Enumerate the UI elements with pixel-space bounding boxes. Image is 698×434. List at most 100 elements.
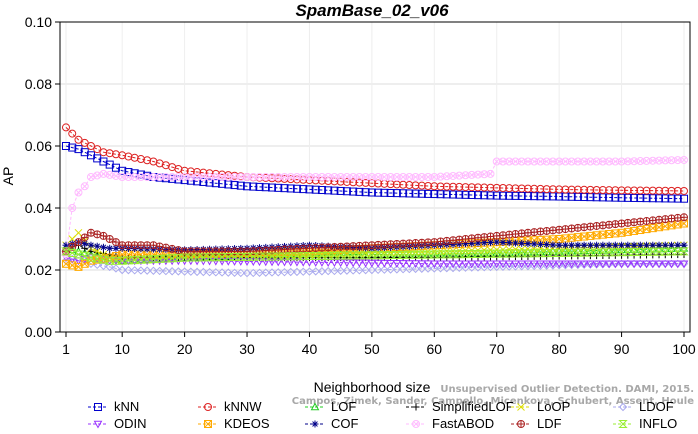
data-point bbox=[630, 157, 639, 166]
data-point bbox=[461, 190, 470, 199]
data-point bbox=[479, 249, 489, 258]
data-point bbox=[429, 250, 440, 259]
data-point bbox=[442, 190, 451, 199]
data-point bbox=[348, 266, 358, 275]
data-point bbox=[248, 252, 258, 261]
data-point bbox=[666, 247, 677, 256]
data-point bbox=[523, 184, 532, 193]
data-point bbox=[623, 186, 632, 195]
data-point bbox=[454, 250, 464, 259]
data-point bbox=[330, 173, 339, 181]
data-point bbox=[310, 251, 321, 260]
series-line bbox=[65, 232, 685, 262]
data-point bbox=[124, 168, 133, 177]
data-point bbox=[224, 173, 233, 181]
data-point bbox=[548, 249, 558, 258]
data-point bbox=[655, 241, 663, 249]
data-point bbox=[636, 157, 645, 166]
data-point bbox=[174, 173, 183, 181]
data-point bbox=[367, 259, 377, 268]
data-point bbox=[492, 260, 502, 269]
data-point bbox=[61, 247, 71, 256]
data-point bbox=[660, 247, 670, 256]
data-point bbox=[412, 420, 420, 428]
data-point bbox=[529, 249, 539, 258]
data-point bbox=[267, 252, 277, 261]
data-point bbox=[106, 244, 114, 252]
data-point bbox=[536, 157, 545, 166]
x-tick-label: 70 bbox=[489, 341, 505, 357]
y-tick-label: 0.02 bbox=[25, 262, 52, 278]
data-point bbox=[386, 265, 395, 274]
data-point bbox=[204, 403, 212, 411]
data-point bbox=[105, 262, 114, 272]
data-point bbox=[516, 249, 527, 258]
data-point bbox=[593, 241, 601, 249]
data-point bbox=[87, 241, 95, 249]
data-point bbox=[486, 191, 495, 200]
data-point bbox=[161, 243, 170, 252]
legend-item-inflo: INFLO bbox=[613, 416, 677, 431]
data-point bbox=[386, 188, 395, 197]
data-point bbox=[261, 183, 270, 192]
data-point bbox=[199, 177, 208, 186]
data-point bbox=[99, 169, 108, 178]
data-point bbox=[94, 403, 102, 411]
data-point bbox=[480, 183, 489, 192]
data-point bbox=[336, 266, 345, 275]
data-point bbox=[480, 170, 489, 179]
data-point bbox=[224, 268, 233, 277]
data-point bbox=[573, 157, 582, 166]
data-point bbox=[598, 186, 607, 195]
data-point bbox=[124, 152, 133, 161]
data-point bbox=[230, 173, 239, 181]
data-point bbox=[199, 267, 208, 277]
data-point bbox=[180, 267, 189, 276]
data-point bbox=[523, 261, 533, 271]
data-point bbox=[329, 251, 340, 260]
y-tick-label: 0.00 bbox=[25, 324, 52, 340]
data-point bbox=[242, 252, 252, 261]
data-point bbox=[623, 260, 633, 269]
data-point bbox=[243, 173, 252, 181]
data-point bbox=[348, 251, 358, 260]
data-point bbox=[86, 253, 96, 262]
data-point bbox=[411, 173, 420, 181]
data-point bbox=[136, 155, 145, 164]
data-point bbox=[236, 268, 245, 278]
data-point bbox=[448, 263, 458, 273]
data-point bbox=[268, 183, 276, 192]
data-point bbox=[518, 239, 526, 247]
data-point bbox=[679, 247, 689, 256]
data-point bbox=[460, 250, 471, 259]
data-point bbox=[342, 259, 352, 268]
data-point bbox=[104, 256, 115, 265]
data-point bbox=[305, 185, 314, 194]
data-point bbox=[636, 194, 645, 203]
data-point bbox=[660, 260, 670, 269]
data-point bbox=[523, 260, 533, 269]
data-point bbox=[449, 171, 458, 180]
data-point bbox=[99, 243, 107, 251]
data-point bbox=[560, 248, 571, 257]
data-point bbox=[498, 157, 507, 166]
data-point bbox=[149, 241, 158, 250]
data-point bbox=[555, 185, 564, 194]
x-tick-label: 100 bbox=[672, 341, 696, 357]
data-point bbox=[617, 157, 626, 166]
data-point bbox=[117, 256, 127, 265]
data-point bbox=[554, 248, 564, 257]
data-point bbox=[74, 228, 83, 237]
data-point bbox=[654, 247, 664, 256]
data-point bbox=[486, 183, 495, 192]
data-point bbox=[604, 260, 614, 269]
data-point bbox=[523, 249, 533, 258]
data-point bbox=[386, 173, 395, 181]
data-point bbox=[211, 179, 220, 188]
data-point bbox=[680, 186, 688, 195]
data-point bbox=[129, 256, 140, 265]
series-layer bbox=[61, 123, 689, 278]
data-point bbox=[455, 263, 464, 273]
legend-item-fastabod: FastABOD bbox=[406, 416, 494, 431]
data-point bbox=[517, 157, 526, 166]
